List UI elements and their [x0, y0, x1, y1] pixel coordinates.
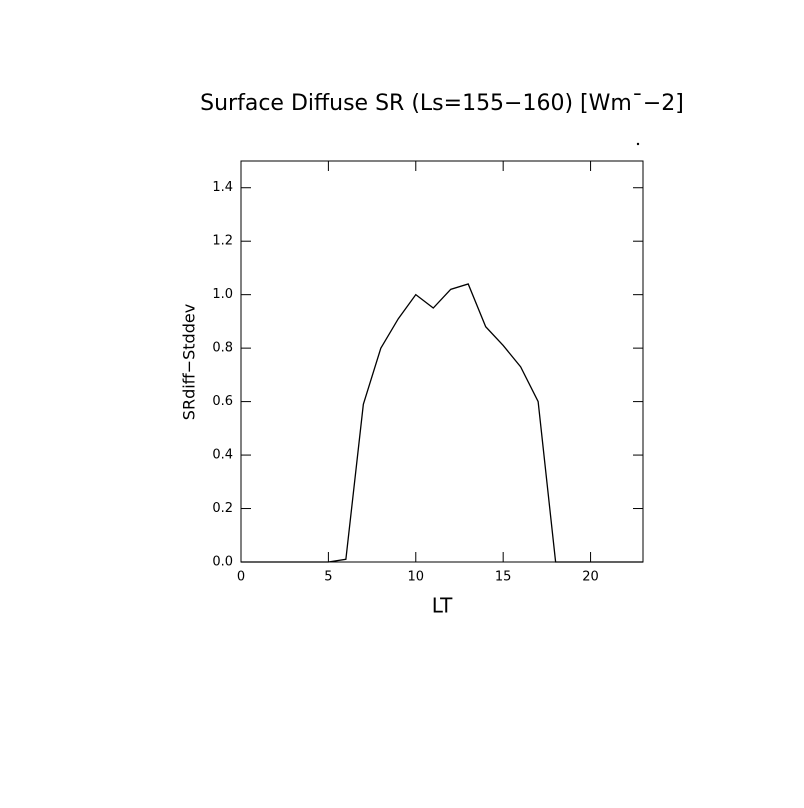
y-tick-label: 0.2	[212, 501, 233, 516]
y-tick-label: 0.4	[212, 448, 233, 463]
marker-dot	[636, 142, 640, 146]
chart-title: Surface Diffuse SR (Ls=155−160) [Wm¯−2]	[200, 91, 684, 116]
y-tick-label: 0.8	[212, 341, 233, 356]
y-tick-label: 1.2	[212, 234, 233, 249]
x-axis-label: LT	[432, 594, 453, 618]
x-tick-label: 20	[582, 570, 599, 585]
y-tick-label: 0.6	[212, 394, 233, 409]
y-axis-label: SRdiff−Stddev	[180, 304, 199, 420]
x-tick-label: 5	[324, 570, 332, 585]
y-tick-label: 1.0	[212, 287, 233, 302]
x-tick-label: 10	[408, 570, 425, 585]
y-tick-label: 0.0	[212, 555, 233, 570]
x-tick-label: 15	[495, 570, 512, 585]
y-tick-label: 1.4	[212, 180, 233, 195]
x-tick-label: 0	[237, 570, 245, 585]
plot-frame	[240, 160, 644, 563]
data-line	[241, 283, 643, 563]
